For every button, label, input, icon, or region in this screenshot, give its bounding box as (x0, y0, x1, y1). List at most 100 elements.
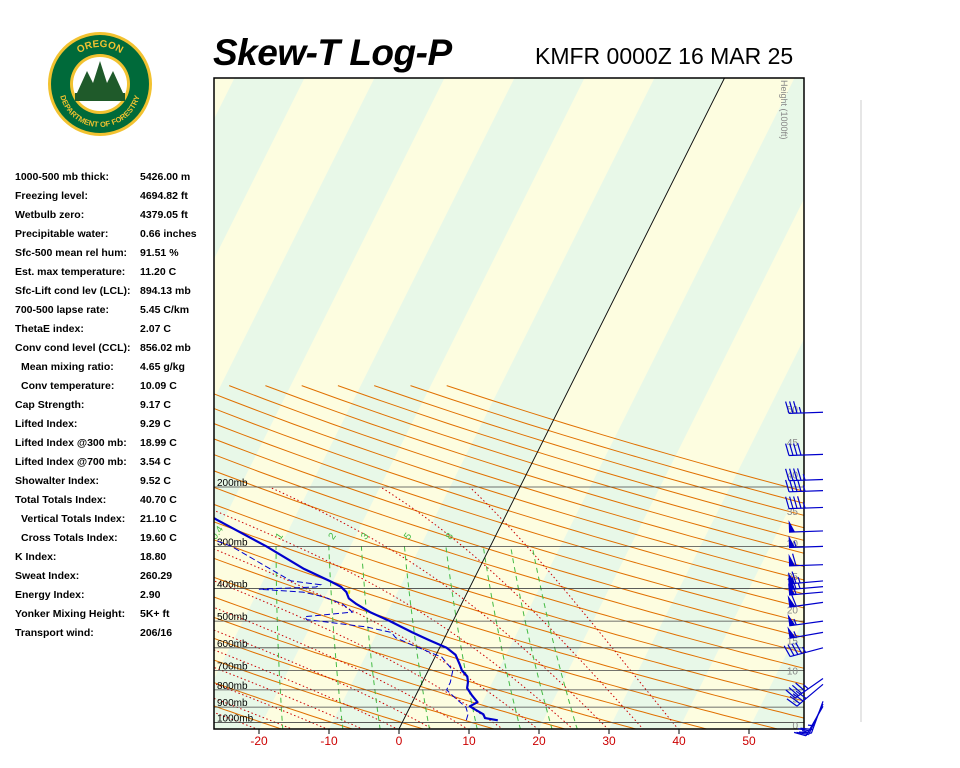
wind-barb-shaft (788, 564, 824, 567)
stat-value: 260.29 (140, 570, 173, 582)
stat-label: Energy Index: (15, 589, 85, 601)
oregon-forestry-logo: OREGON DEPARTMENT OF FORESTRY (48, 32, 152, 136)
wind-barb-flag (785, 496, 790, 509)
stat-value: 40.70 C (140, 494, 177, 506)
wind-barb-halfflag (802, 646, 807, 653)
dry-adiabat (214, 576, 709, 729)
dry-adiabat (301, 385, 804, 541)
mixing-ratio-line (275, 546, 284, 729)
mixing-ratio-label: 2 (327, 531, 339, 542)
mixing-ratio-label: 8 (444, 531, 456, 542)
wind-barb-flag (789, 468, 794, 481)
stat-value: 18.80 (140, 551, 167, 563)
stat-row: Cap Strength: 9.17 C (15, 398, 215, 417)
wind-barb-flag (791, 684, 803, 694)
stat-row: 1000-500 mb thick: 5426.00 m (15, 170, 215, 189)
pressure-label: 700mb (217, 661, 248, 672)
mixing-ratio-line (403, 546, 430, 729)
wind-barb (783, 642, 824, 658)
x-tick-label: 0 (396, 734, 403, 748)
wind-barb-flag (797, 468, 802, 481)
wind-barb (788, 571, 824, 585)
plot-area: 0.4 1 2 3 5 8200mb300mb400mb500mb600mb700mb80… (214, 78, 804, 729)
x-tick-label: 40 (672, 734, 686, 748)
isotherm-band (469, 78, 804, 729)
dry-adiabat (214, 557, 780, 729)
wind-barb-flag (789, 401, 794, 414)
pressure-label: 1000mb (217, 714, 254, 725)
stat-value: 5426.00 m (140, 171, 191, 183)
wind-barb-flag (795, 682, 806, 692)
dry-adiabat (214, 616, 567, 729)
isotherm-band (214, 78, 585, 729)
moist-adiabat (469, 486, 679, 729)
wind-barb-flag (800, 727, 813, 731)
stat-label: Mean mixing ratio: (21, 361, 114, 373)
wind-barb-halfflag (797, 576, 801, 584)
wind-barb (787, 594, 824, 608)
wind-barb-pennant (788, 571, 796, 584)
svg-text:OREGON: OREGON (75, 39, 125, 56)
stat-row: Energy Index: 2.90 (15, 588, 215, 607)
stat-label: Precipitable water: (15, 228, 109, 240)
dry-adiabat (214, 539, 804, 719)
dry-adiabat (214, 393, 804, 581)
stat-value: 3.54 C (140, 456, 171, 468)
wind-barb-flag (799, 731, 812, 734)
wind-barb-flag (797, 443, 802, 456)
wind-barb (785, 677, 824, 699)
moist-adiabat (214, 629, 434, 729)
wind-barb-flag (795, 690, 807, 699)
dry-adiabat (214, 637, 496, 729)
x-tick-label: 30 (602, 734, 616, 748)
x-tick-label: -20 (250, 734, 268, 748)
chart-subtitle: KMFR 0000Z 16 MAR 25 (535, 43, 794, 69)
dry-adiabat (337, 385, 804, 529)
mixing-ratio-label: 3 (359, 531, 371, 542)
stat-label: Conv temperature: (21, 380, 115, 392)
mixing-ratio-label: 5 (402, 531, 414, 542)
stat-label: Est. max temperature: (15, 266, 126, 278)
stat-value: 894.13 mb (140, 285, 191, 297)
wind-barb-flag (785, 443, 790, 456)
stat-row: Freezing level: 4694.82 ft (15, 189, 215, 208)
mixing-ratio-line (531, 546, 578, 729)
moist-adiabat (214, 509, 574, 729)
stat-label: Showalter Index: (15, 475, 100, 487)
wind-barb-halfflag (793, 541, 797, 548)
stat-label: Transport wind: (15, 627, 94, 639)
stat-row: Yonker Mixing Height: 5K+ ft (15, 607, 215, 626)
wind-barb-shaft (788, 411, 824, 415)
stat-label: Lifted Index @300 mb: (15, 437, 127, 449)
stat-row: K Index: 18.80 (15, 550, 215, 569)
height-tick-label: 10 (787, 666, 799, 677)
wind-barb-flag (793, 468, 798, 481)
stat-row: Cross Totals Index: 19.60 C (15, 531, 215, 550)
height-tick-label: 35 (787, 507, 799, 518)
stat-value: 5.45 C/km (140, 304, 190, 316)
wind-barb-flag (793, 479, 798, 492)
wind-barb-shaft (788, 490, 824, 493)
logo-top-text: OREGON (75, 39, 125, 56)
wind-barb-flag (792, 693, 804, 702)
wind-barb-flag (789, 443, 794, 456)
wind-barb-flag (785, 689, 796, 699)
stat-row: ThetaE index: 2.07 C (15, 322, 215, 341)
wind-barb-flag (797, 479, 802, 492)
pressure-label: 600mb (217, 639, 248, 650)
wind-barb-shaft (788, 453, 824, 457)
dry-adiabat (214, 454, 804, 638)
x-tick-label: -10 (320, 734, 338, 748)
stat-row: Total Totals Index: 40.70 C (15, 493, 215, 512)
stat-row: Sweat Index: 260.29 (15, 569, 215, 588)
wind-barb-flag (791, 643, 799, 655)
wind-barb-flag (793, 496, 798, 509)
dry-adiabat (214, 682, 354, 729)
wind-barb-flag (789, 479, 794, 492)
plot-frame (213, 77, 805, 730)
wind-barb-halfflag (793, 631, 797, 638)
stat-value: 9.52 C (140, 475, 171, 487)
wind-barb-shaft (788, 545, 824, 549)
stat-label: 1000-500 mb thick: (15, 171, 109, 183)
